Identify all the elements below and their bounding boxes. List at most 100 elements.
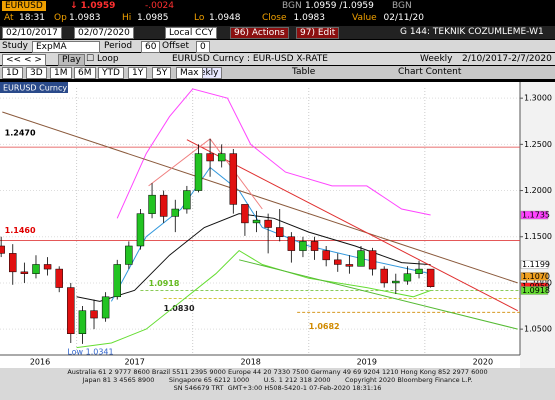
candle-body <box>368 250 377 270</box>
candle-body <box>136 213 145 247</box>
offset[interactable]: 0 <box>196 41 210 53</box>
source: BGN <box>282 1 302 11</box>
period-button[interactable]: 1M <box>50 67 72 79</box>
candle-body <box>90 310 98 319</box>
footer-line: SN 546679 TRT GMT+3:00 H508-5420-1 07-Fe… <box>173 384 382 392</box>
start-date[interactable]: 02/10/2017 <box>2 27 62 39</box>
period-button[interactable]: 1D <box>2 67 23 79</box>
overlay-line <box>148 138 263 210</box>
candle-body <box>125 245 133 265</box>
last-price: ↓ 1.0959 <box>70 1 116 11</box>
candle-body <box>206 153 214 162</box>
candle-body <box>241 204 249 224</box>
overlay-line <box>76 249 431 349</box>
price-marker-label: 1.1199 <box>522 260 550 269</box>
x-tick-label: 2016 <box>30 358 50 367</box>
candle-body <box>322 250 330 261</box>
quote-bar: EURUSD ↓ 1.0959 -.0024 BGN 1.0959 /1.095… <box>0 0 555 12</box>
stat-value: 1.0983 <box>293 13 326 23</box>
overlay-line <box>2 111 518 284</box>
ticker: EURUSD <box>2 1 46 11</box>
candle-body <box>334 259 342 265</box>
stat-label: At <box>4 13 14 23</box>
candle-body <box>229 153 238 205</box>
candle-body <box>78 310 87 335</box>
price-marker <box>520 272 549 281</box>
price-change: -.0024 <box>145 1 175 11</box>
level-label: 1.0682 <box>309 322 340 331</box>
candle-body <box>287 236 296 251</box>
candle-body <box>55 268 63 288</box>
stat-value: 1.0983 <box>69 13 101 23</box>
period-button[interactable]: Max <box>176 67 203 79</box>
range: 2/10/2017-2/7/2020 <box>462 54 552 64</box>
frequency: Weekly <box>420 54 453 64</box>
candle-body <box>9 253 17 273</box>
price-marker <box>520 286 549 295</box>
edit-button[interactable]: 97) Edit <box>296 27 340 39</box>
y-tick-label: 1.2000 <box>524 186 552 195</box>
y-tick-label: 1.2500 <box>524 140 552 149</box>
price-marker <box>520 260 549 269</box>
candle-body <box>310 241 319 251</box>
nav-buttons[interactable]: << < > <box>2 54 46 66</box>
candle-body <box>113 264 121 298</box>
candle-body <box>171 208 180 217</box>
price-marker <box>520 210 549 220</box>
candle-body <box>32 264 40 274</box>
level-label: 1.1460 <box>5 226 36 235</box>
actions-button[interactable]: 96) Actions <box>230 27 289 39</box>
chart: EURUSD Curncy 1.3000 1.2500 1.2000 1.1500 1.… <box>0 82 555 368</box>
overlay-line <box>186 139 518 312</box>
period-button[interactable]: 3D <box>26 67 47 79</box>
stat-label: Close <box>262 13 287 23</box>
period-button[interactable]: 5Y <box>152 67 172 79</box>
security: EURUSD Curncy : EUR-USD X-RATE <box>172 54 328 64</box>
security-label: EURUSD Curncy <box>3 84 67 93</box>
study-label: Study <box>2 41 28 51</box>
candle-body <box>159 194 168 217</box>
play-button[interactable]: Play <box>58 54 85 66</box>
candle-body <box>101 296 110 319</box>
level-label: 1.2470 <box>5 129 36 138</box>
stat-value: 1.0948 <box>209 13 241 23</box>
period-button[interactable]: YTD <box>98 67 124 79</box>
candle-body <box>299 241 307 251</box>
loop-checkbox[interactable]: ☐ <box>86 54 95 64</box>
period-button[interactable]: 6M <box>74 67 96 79</box>
currency[interactable]: Local CCY <box>165 27 218 39</box>
candle-body <box>43 264 52 270</box>
offset-label: Offset <box>162 41 190 51</box>
template: G 144: TEKNIK COZUMLEME-W1 <box>400 27 544 37</box>
level-label: 1.0918 <box>149 279 180 288</box>
period-button[interactable]: 1Y <box>128 67 148 79</box>
candle-body <box>380 268 388 284</box>
stat-value: 18:31 <box>19 13 45 23</box>
x-tick-label: 2020 <box>473 358 493 367</box>
x-tick-label: 2019 <box>357 358 377 367</box>
chart-background <box>0 82 555 368</box>
footer-line: Japan 81 3 4565 8900 Singapore 65 6212 1… <box>82 376 473 384</box>
table-button[interactable]: Table <box>292 67 316 77</box>
stat-value: 02/11/20 <box>383 13 424 23</box>
low-label: Low 1.0341 <box>67 347 113 356</box>
footer: Australia 61 2 9777 8600 Brazil 5511 239… <box>0 368 555 400</box>
level-label: 1.0830 <box>164 304 195 313</box>
stat-label: Op <box>54 13 67 23</box>
candle-body <box>217 153 226 162</box>
overlay-line <box>238 259 518 330</box>
x-tick-label: 2017 <box>124 358 144 367</box>
period-bar: Weekly Table Chart Content 1D3D1M6MYTD1Y… <box>0 66 555 79</box>
candle-body <box>20 271 29 274</box>
study[interactable]: ExpMA <box>32 41 100 53</box>
end-date[interactable]: 02/07/2020 <box>74 27 134 39</box>
price-marker-label: 1.0918 <box>522 286 550 295</box>
candle-body <box>345 264 354 267</box>
period[interactable]: 60 <box>141 41 161 53</box>
candle-body <box>276 227 284 237</box>
candle-body <box>426 268 435 287</box>
y-tick-label: 1.3000 <box>524 94 552 103</box>
stat-label: Hi <box>122 13 132 23</box>
chart-content-button[interactable]: Chart Content <box>398 67 462 77</box>
candle-body <box>194 153 203 191</box>
